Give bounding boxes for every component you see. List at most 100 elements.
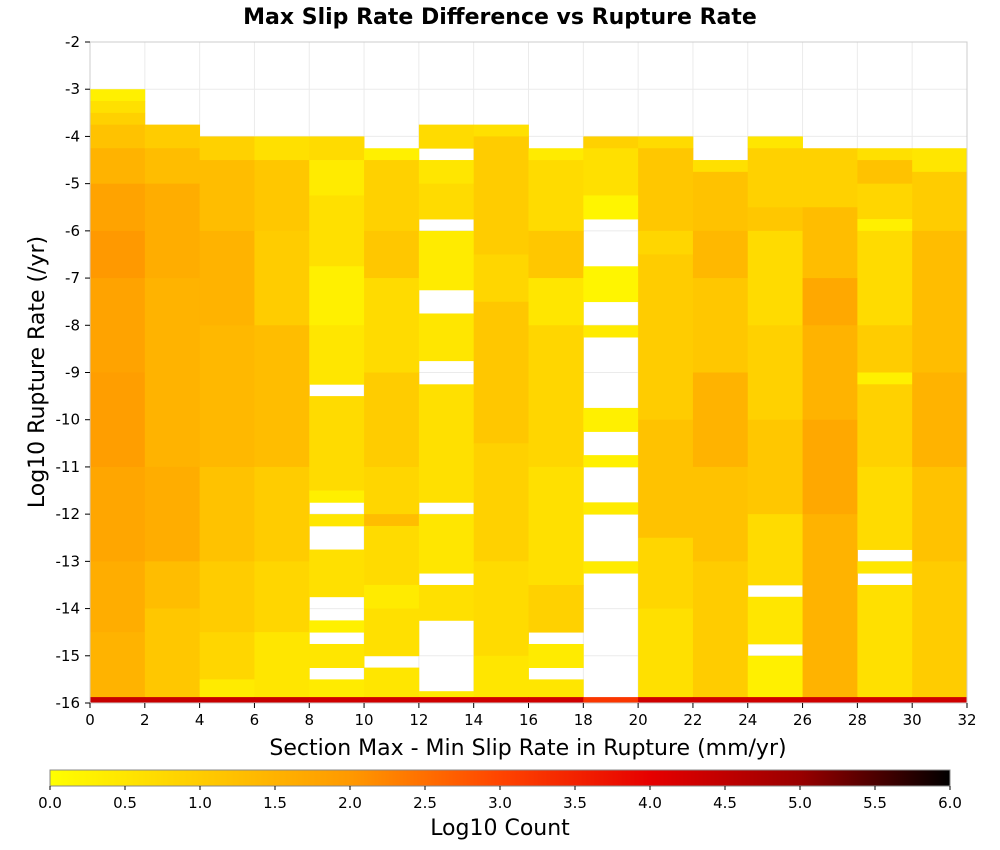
y-tick-label: -11 [56,458,81,476]
heatmap-cell [692,171,749,232]
heatmap-cell [857,325,913,373]
heatmap-cell [692,372,749,468]
heatmap-cell-bottom [309,697,365,703]
y-tick-label: -7 [65,269,80,287]
colorbar-tick-label: 4.0 [638,794,662,812]
heatmap-cell-bottom [418,697,475,703]
heatmap-cell [254,466,310,562]
heatmap-cell [309,160,365,196]
y-tick-label: -5 [65,175,80,193]
heatmap-cell [747,419,803,515]
heatmap-cell [473,443,529,562]
colorbar-tick-label: 4.5 [713,794,737,812]
heatmap-cell [528,643,584,668]
heatmap-cell [747,325,803,421]
heatmap-cell [199,679,255,698]
heatmap-cell [802,148,858,208]
heatmap-cell [583,407,639,432]
y-tick-label: -3 [65,80,80,98]
heatmap-cell-bottom [199,697,255,703]
heatmap-cell [583,266,639,303]
heatmap-cell-bottom [857,697,913,703]
axes: 0 2 4 6 8 10 12 14 16 18 20 22 24 26 28 30 32-2-3-4-5-6-… [56,33,977,729]
heatmap-cell [199,325,255,468]
x-tick-label: 28 [848,711,867,729]
heatmap-cell [364,667,420,698]
heatmap-cell [254,325,310,468]
heatmap-cell [802,419,858,515]
heatmap-cell [583,136,639,149]
heatmap-cell [747,514,803,586]
heatmap-cell [364,372,420,468]
heatmap-cell-bottom [254,697,310,703]
x-tick-label: 0 [85,711,95,729]
heatmap-cell [692,160,749,173]
heatmap-cell [692,278,749,373]
heatmap-cell [90,466,146,562]
heatmap-cell [857,230,913,326]
heatmap-cell [90,183,146,232]
heatmap-cell-bottom [90,697,146,703]
heatmap-cell [199,160,255,232]
heatmap-cell [528,148,584,161]
heatmap-cell [912,466,968,562]
x-tick-label: 8 [304,711,314,729]
heatmap-cell-bottom [144,697,201,703]
heatmap-cell [199,561,255,633]
colorbar-tick-label: 6.0 [938,794,962,812]
heatmap-cell [528,278,584,326]
heatmap-cell [90,278,146,373]
heatmap-cell-bottom [583,697,639,703]
x-tick-label: 10 [355,711,374,729]
y-tick-label: -10 [56,411,81,429]
heatmap-cell [418,230,475,291]
heatmap-cell [692,230,749,279]
heatmap-cell [747,148,803,208]
heatmap-cell [747,230,803,326]
heatmap-cell [364,148,420,161]
heatmap-cell [802,278,858,326]
heatmap-cell [309,514,365,527]
heatmap-cell [528,466,584,586]
heatmap-cell [528,584,584,633]
heatmap-cell [528,325,584,468]
heatmap-cell [144,148,201,185]
x-tick-label: 30 [903,711,922,729]
y-tick-label: -8 [65,316,80,334]
heatmap-cell [254,230,310,326]
heatmap-cell [473,655,529,698]
heatmap-cell [364,525,420,586]
heatmap-cell [309,266,365,326]
x-tick-label: 14 [464,711,483,729]
x-tick-label: 6 [250,711,260,729]
colorbar-ticks: 0.0 0.5 1.0 1.5 2.0 2.5 3.0 3.5 4.0 4.5 5.0 5.5 6.0 [38,786,962,812]
heatmap-cell [638,419,694,539]
heatmap-cell [418,514,475,574]
heatmap-cell [254,561,310,633]
heatmap-cell [364,608,420,657]
colorbar-tick-label: 5.5 [863,794,887,812]
x-tick-label: 26 [793,711,812,729]
heatmap-cell-bottom [364,697,420,703]
heatmap-cell [144,124,201,149]
heatmap-cell [473,561,529,657]
x-tick-label: 18 [574,711,593,729]
heatmap-cell-bottom [802,697,858,703]
heatmap-cell [309,195,365,267]
x-tick-label: 2 [140,711,150,729]
colorbar-tick-label: 0.0 [38,794,62,812]
colorbar-tick-label: 3.0 [488,794,512,812]
heatmap-cell [90,372,146,468]
heatmap-cell [857,466,913,550]
heatmap-cell [857,219,913,232]
heatmap-cell [144,608,201,698]
x-tick-label: 20 [629,711,648,729]
heatmap-cell [364,514,420,527]
heatmap-cell [90,89,146,102]
colorbar-tick-label: 2.0 [338,794,362,812]
heatmap-cell [473,254,529,303]
heatmap-cell [638,537,694,609]
heatmap-cell [473,124,529,137]
heatmap-cell [912,230,968,373]
heatmap-cell [144,466,201,562]
